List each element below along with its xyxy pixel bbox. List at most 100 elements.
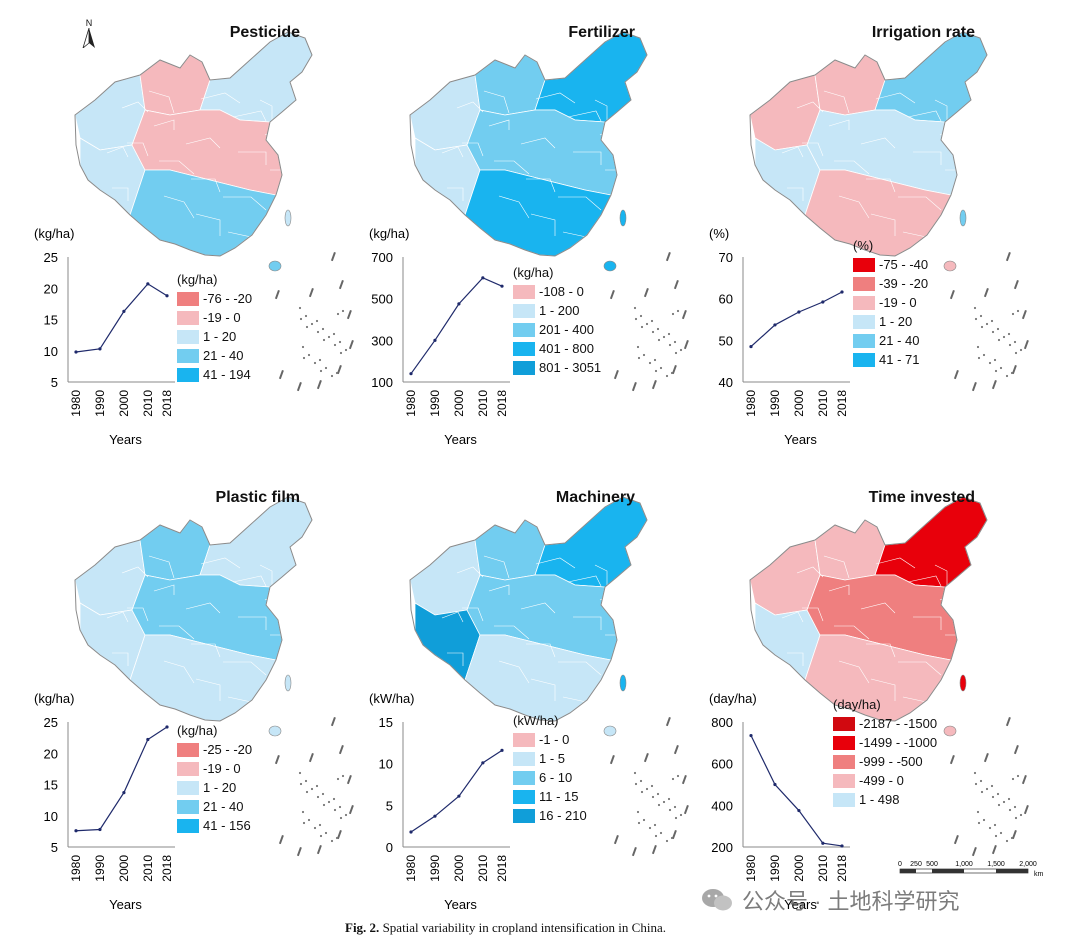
x-tick-label: 1980: [404, 855, 418, 882]
y-tick-label: 5: [51, 375, 58, 390]
x-tick-label: 2010: [816, 855, 830, 882]
north-arrow-icon: [82, 27, 95, 50]
county-boundary: [112, 652, 129, 666]
data-point: [146, 737, 150, 742]
trend-chart: (kg/ha) 5 10 15 20 25 1980 1990 2000 2010 2018 Year…: [34, 691, 175, 912]
legend-swatch: [513, 303, 535, 318]
legend-label: -25 - -20: [203, 742, 253, 757]
legend-label: -2187 - -1500: [859, 716, 938, 731]
county-boundary: [913, 616, 942, 630]
legend-swatch: [853, 295, 875, 310]
x-tick-label: 2010: [476, 390, 490, 417]
legend-swatch: [853, 333, 875, 348]
legend-label: 16 - 210: [539, 808, 587, 823]
county-boundary: [520, 137, 556, 149]
x-tick-label: 1990: [768, 390, 782, 417]
legend-swatch: [513, 322, 535, 337]
x-tick-label: 1990: [428, 855, 442, 882]
county-boundary: [121, 101, 149, 113]
legend-item: 6 - 10: [513, 768, 587, 787]
legend-title: (kg/ha): [513, 265, 554, 280]
data-point: [98, 347, 102, 351]
legend-label: 401 - 800: [539, 341, 594, 356]
county-boundary: [599, 593, 628, 605]
county-boundary: [526, 178, 556, 193]
legend-swatch: [833, 716, 855, 731]
y-tick-label: 5: [51, 840, 58, 855]
legend-item: 16 - 210: [513, 806, 587, 825]
data-point: [840, 290, 844, 294]
county-boundary: [498, 660, 530, 684]
map-legend: (%) -75 - -40 -39 - -20 -19 - 0 1 - 20 21 - 4…: [853, 238, 928, 369]
taiwan-island: [284, 674, 292, 692]
legend-item: -2187 - -1500: [833, 714, 937, 733]
map-legend: (kg/ha) -76 - -20 -19 - 0 1 - 20 21 - 40 41 -…: [177, 272, 252, 384]
panel-title: Irrigation rate: [871, 24, 975, 41]
x-tick-label: 1990: [93, 855, 107, 882]
scale-tick-label: 250: [910, 861, 922, 868]
x-tick-label: 1980: [69, 390, 83, 417]
legend-item: -75 - -40: [853, 255, 928, 274]
legend-item: -19 - 0: [177, 759, 252, 778]
x-tick-label: 1980: [744, 390, 758, 417]
county-boundary: [185, 602, 221, 614]
x-tick-label: 1980: [744, 855, 758, 882]
legend-item: -39 - -20: [853, 274, 928, 293]
watermark: 公众号 · 土地科学研究: [700, 884, 960, 916]
legend-label: 801 - 3051: [539, 360, 602, 375]
county-boundary: [116, 222, 149, 246]
map-region: [199, 496, 313, 588]
legend-label: 1 - 20: [203, 329, 237, 344]
map-region: [474, 519, 546, 581]
south-china-sea-islands: [949, 717, 1029, 857]
south-china-sea-islands: [949, 252, 1029, 392]
county-boundary: [200, 557, 241, 569]
x-axis-label: Years: [444, 432, 477, 447]
x-tick-label: 2000: [792, 390, 806, 417]
county-boundary: [605, 634, 628, 649]
county-boundary: [264, 593, 293, 605]
county-boundary: [424, 548, 438, 559]
taiwan-island: [959, 209, 967, 227]
x-tick-label: 2000: [792, 855, 806, 882]
x-tick-label: 1990: [428, 390, 442, 417]
x-tick-label: 2000: [452, 390, 466, 417]
panel-machinery: Machinery (kW/ha) 0 5 10 15 1980 1990 2000 2010 20…: [355, 475, 705, 930]
county-boundary: [558, 196, 602, 211]
legend-item: -25 - -20: [177, 740, 252, 759]
legend-swatch: [853, 352, 875, 367]
legend-label: 21 - 40: [203, 348, 244, 363]
legend-label: 41 - 194: [203, 367, 251, 382]
county-boundary: [148, 90, 175, 114]
y-tick-label: 50: [719, 333, 733, 348]
data-point: [481, 276, 485, 280]
y-tick-label: 10: [44, 344, 58, 359]
county-boundary: [562, 696, 602, 720]
data-point: [74, 829, 78, 833]
data-point: [749, 344, 753, 349]
county-boundary: [238, 616, 267, 630]
scale-bar: 0 250 500 1,000 1,500 2,000 km: [898, 858, 1048, 880]
x-tick-label: 1980: [404, 390, 418, 417]
panel-title: Plastic film: [215, 489, 300, 506]
county-boundary: [530, 213, 556, 236]
x-axis-label: Years: [784, 432, 817, 447]
panel-title: Pesticide: [229, 24, 300, 41]
legend-title: (kg/ha): [177, 272, 218, 287]
county-boundary: [939, 593, 968, 605]
x-tick-label: 2018: [495, 390, 509, 417]
panel-pesticide: Pesticide (kg/ha) 5 10 15 20 25 1980 1990 2000 201…: [20, 10, 370, 465]
county-boundary: [802, 607, 824, 622]
data-point: [165, 294, 169, 298]
legend-swatch: [177, 799, 199, 814]
county-boundary: [441, 611, 464, 623]
county-boundary: [866, 643, 896, 658]
data-point: [773, 323, 777, 327]
y-tick-label: 0: [386, 840, 393, 855]
legend-item: 21 - 40: [853, 331, 928, 350]
county-boundary: [945, 169, 968, 184]
y-tick-label: 15: [379, 715, 393, 730]
data-point: [409, 830, 413, 834]
x-tick-label: 1990: [768, 855, 782, 882]
county-boundary: [898, 661, 942, 676]
